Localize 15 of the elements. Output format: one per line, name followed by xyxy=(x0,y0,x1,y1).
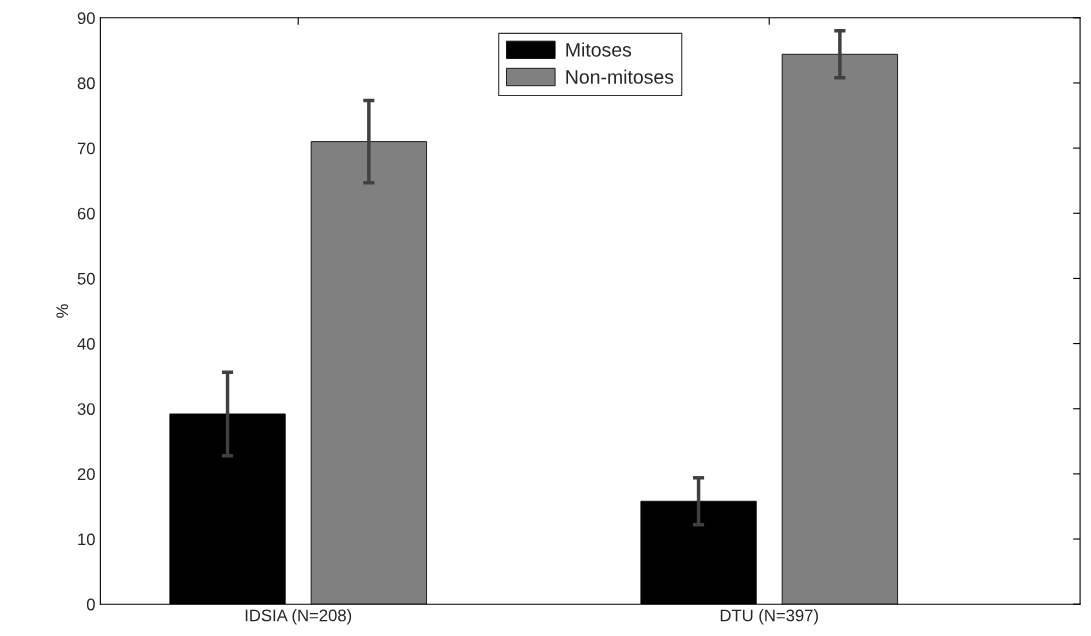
y-tick-label: 30 xyxy=(77,403,95,415)
y-tick-label: 10 xyxy=(78,533,95,546)
y-tick-label: 70 xyxy=(77,142,95,155)
y-tick-label: 50 xyxy=(77,272,95,285)
x-tick-label: IDSIA (N=208) xyxy=(245,609,352,625)
y-tick-label: 90 xyxy=(77,12,95,25)
y-tick-label: 60 xyxy=(77,207,95,220)
x-tick-label: DTU (N=397) xyxy=(720,609,818,625)
legend-label: Non-mitoses xyxy=(566,69,674,84)
y-tick-label: 20 xyxy=(77,468,95,481)
y-tick-label: 40 xyxy=(77,337,95,350)
y-axis-title: % xyxy=(56,304,69,318)
y-tick-label: 0 xyxy=(86,598,95,611)
legend-label: Mitoses xyxy=(566,42,632,57)
y-tick-label: 80 xyxy=(77,77,95,90)
